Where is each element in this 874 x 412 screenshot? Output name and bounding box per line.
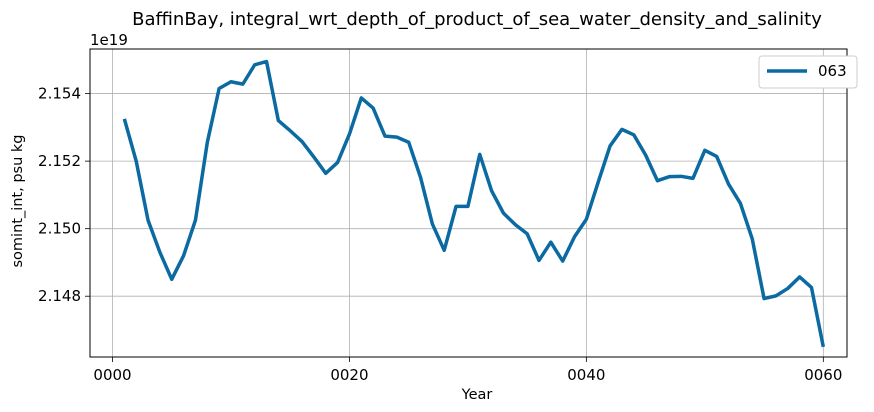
y-tick-label: 2.150 bbox=[38, 220, 81, 238]
x-axis-label: Year bbox=[461, 387, 493, 403]
y-axis-label: somint_int, psu kg bbox=[10, 135, 26, 268]
series-layer bbox=[122, 59, 826, 348]
x-tick-label: 0040 bbox=[567, 366, 605, 384]
plot-frame bbox=[89, 48, 848, 358]
legend: 063 bbox=[758, 55, 858, 89]
x-tick-label: 0060 bbox=[804, 366, 842, 384]
grid-lines bbox=[90, 49, 847, 357]
y-tick-label: 2.148 bbox=[38, 287, 81, 305]
y-offset-text: 1e19 bbox=[90, 31, 128, 49]
axis-ticks: 0000 0020 0040 0060 2.148 2.150 2.152 2.154 bbox=[38, 85, 842, 384]
legend-box bbox=[758, 55, 858, 89]
y-tick-label: 2.154 bbox=[38, 85, 81, 103]
x-tick-label: 0000 bbox=[93, 366, 131, 384]
y-tick-label: 2.152 bbox=[38, 152, 81, 170]
x-tick-label: 0020 bbox=[330, 366, 368, 384]
chart-title: BaffinBay, integral_wrt_depth_of_product… bbox=[132, 9, 822, 30]
series-line bbox=[122, 59, 826, 348]
legend-label: 063 bbox=[818, 62, 847, 80]
